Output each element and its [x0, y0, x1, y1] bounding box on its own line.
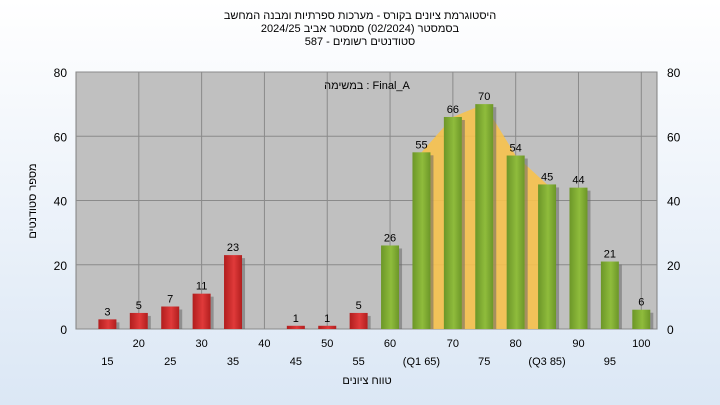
bar [632, 309, 651, 329]
bar-value-label: 5 [356, 300, 362, 312]
x-tick-label: 45 [290, 356, 302, 368]
x-tick-label: 100 [632, 338, 650, 350]
bar [443, 116, 462, 329]
bar-shadow [618, 264, 622, 329]
bar [318, 325, 337, 329]
bar-shadow [650, 312, 654, 329]
y-tick-label-right: 80 [667, 66, 681, 80]
bar [129, 312, 148, 329]
x-axis-ticks: 15 20 25 30 35 40 45 50 55 60 (Q1 65) 70 75 80 (Q3 85)… [101, 338, 650, 368]
bar [224, 255, 243, 329]
bar-value-label: 26 [384, 232, 396, 244]
x-tick-label: 15 [101, 356, 113, 368]
x-tick-label: 95 [604, 356, 616, 368]
bar-value-label: 66 [447, 104, 459, 116]
bar-value-label: 3 [104, 306, 110, 318]
bar-value-label: 11 [196, 281, 207, 293]
bar-shadow [179, 309, 183, 329]
x-tick-label: 20 [133, 338, 145, 350]
bar-value-label: 1 [324, 313, 330, 325]
bar-value-label: 1 [293, 313, 299, 325]
title-line-3: סטודנטים רשומים - 587 [304, 36, 416, 48]
bar-shadow [461, 119, 465, 329]
bar [98, 319, 117, 329]
bar-value-label: 23 [227, 242, 239, 254]
bar-shadow [556, 187, 560, 329]
x-tick-label: (Q1 65) [403, 356, 440, 368]
bar-value-label: 21 [604, 249, 616, 261]
x-tick-label: 30 [195, 338, 207, 350]
chart-title: היסטוגרמת ציונים בקורס - מערכות ספרתיות … [0, 10, 720, 49]
title-line-1: היסטוגרמת ציונים בקורס - מערכות ספרתיות … [223, 10, 497, 22]
y-tick-label-left: 60 [54, 130, 68, 144]
bar-value-label: 55 [415, 139, 427, 151]
bar-shadow [493, 107, 497, 329]
bar-shadow [147, 315, 151, 329]
y-tick-label-right: 40 [667, 195, 681, 209]
bar [161, 306, 180, 329]
y-tick-label-left: 80 [54, 66, 68, 80]
bar [475, 104, 494, 329]
bar-shadow [399, 248, 403, 329]
x-tick-label: 75 [478, 356, 490, 368]
bar [286, 325, 305, 329]
y-axis-left: 0 20 40 60 80 [54, 66, 68, 337]
chart-annotation: במשימה : Final_A [324, 80, 410, 92]
bar-shadow [524, 158, 528, 329]
x-tick-label: 25 [164, 356, 176, 368]
bar-shadow [587, 190, 591, 329]
x-tick-label: 55 [353, 356, 365, 368]
bar-value-label: 44 [572, 175, 584, 187]
x-tick-label: 35 [227, 356, 239, 368]
x-tick-label: 80 [510, 338, 522, 350]
x-tick-label: (Q3 85) [528, 356, 565, 368]
x-axis-label: טווח ציונים [342, 375, 391, 387]
y-axis-label: מספר סטודנטים [27, 163, 39, 238]
y-tick-label-left: 0 [60, 323, 67, 337]
bar [412, 152, 431, 329]
bar [381, 245, 400, 329]
title-line-2: בסמסטר (02/2024) סמסטר אביב 2024/25 [260, 23, 460, 35]
bar [349, 312, 368, 329]
x-tick-label: 90 [572, 338, 584, 350]
bar-value-label: 7 [167, 294, 173, 306]
bar [600, 261, 619, 329]
bar [506, 155, 525, 329]
bar [569, 187, 588, 329]
y-tick-label-left: 40 [54, 195, 68, 209]
x-tick-label: 70 [447, 338, 459, 350]
bar-value-label: 5 [136, 300, 142, 312]
bar [192, 293, 211, 329]
bar-shadow [210, 296, 214, 329]
bar-value-label: 45 [541, 171, 553, 183]
y-axis-right: 0 20 40 60 80 [667, 66, 681, 337]
bar-value-label: 70 [478, 91, 490, 103]
bar [538, 184, 557, 329]
y-tick-label-right: 60 [667, 130, 681, 144]
x-tick-label: 60 [384, 338, 396, 350]
bar-shadow [430, 155, 434, 329]
bars [98, 104, 654, 329]
bar-value-label: 6 [638, 297, 644, 309]
x-tick-label: 50 [321, 338, 333, 350]
bar-value-label: 54 [510, 143, 522, 155]
y-tick-label-right: 0 [667, 323, 674, 337]
bar-shadow [116, 322, 120, 329]
bar-shadow [242, 258, 246, 329]
bar-shadow [367, 315, 371, 329]
y-tick-label-right: 20 [667, 259, 681, 273]
x-tick-label: 40 [258, 338, 270, 350]
y-tick-label-left: 20 [54, 259, 68, 273]
